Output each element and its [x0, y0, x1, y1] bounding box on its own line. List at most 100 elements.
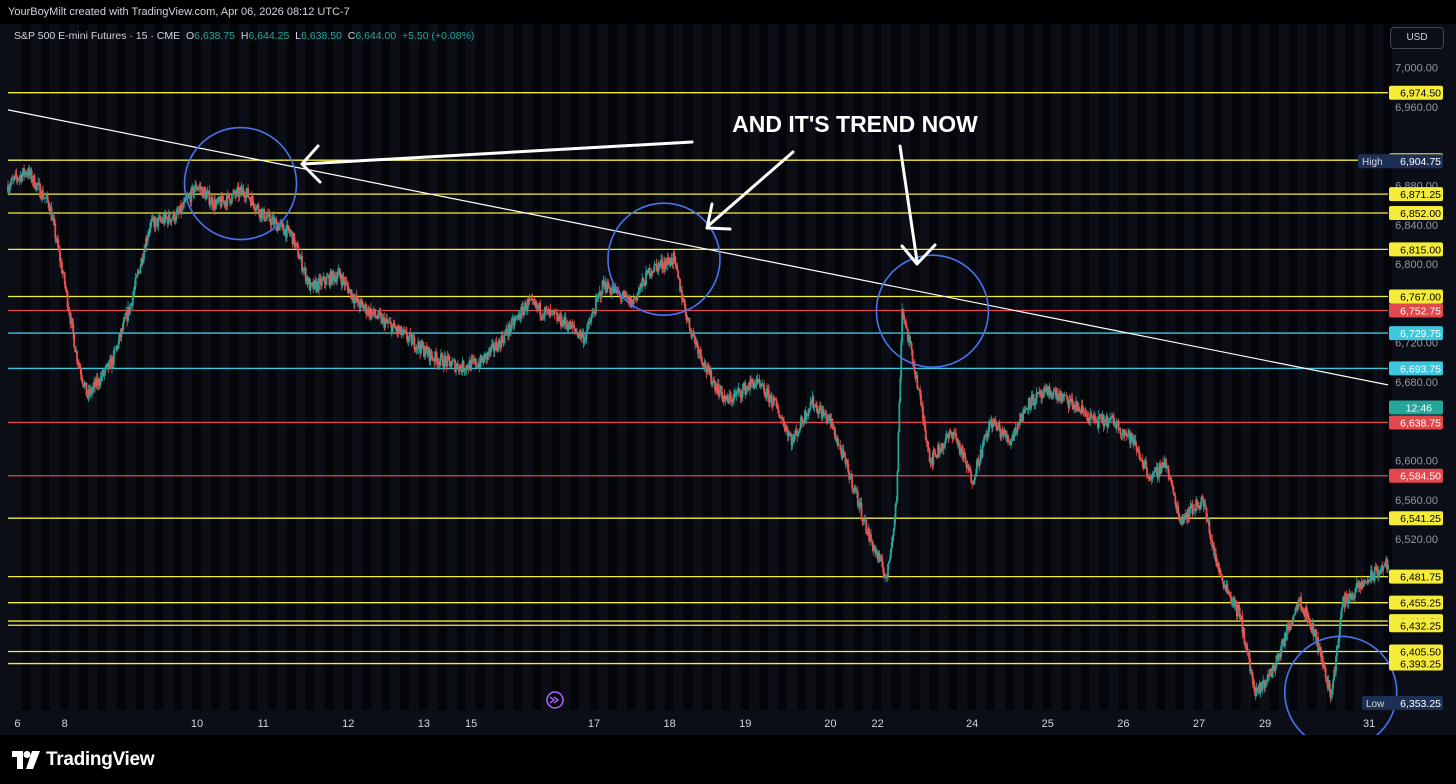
candle-body	[140, 258, 143, 267]
highlight-circle	[183, 126, 298, 241]
candle-body	[1024, 409, 1026, 413]
candle-body	[1087, 416, 1090, 423]
candle-body	[829, 415, 832, 424]
candle-body	[609, 287, 611, 293]
candle-body	[605, 289, 608, 293]
candle-body	[1083, 412, 1086, 413]
candle-body	[360, 300, 363, 302]
candle-body	[792, 437, 795, 441]
candle-body	[1337, 646, 1339, 648]
candle-body	[336, 276, 338, 282]
candle-body	[727, 399, 730, 404]
candle-body	[333, 274, 335, 282]
candle-body	[1131, 438, 1134, 442]
candle-body	[1351, 593, 1353, 599]
candle-body	[49, 207, 52, 212]
candle-body	[595, 298, 598, 299]
candle-body	[277, 224, 280, 231]
candle-body	[788, 433, 791, 435]
session-band	[267, 24, 277, 710]
candle-body	[676, 265, 679, 271]
candle-body	[305, 277, 308, 282]
candle-body	[583, 339, 586, 344]
session-band	[740, 24, 750, 710]
candle-body	[1092, 416, 1094, 418]
candle-body	[867, 528, 870, 534]
tradingview-logo[interactable]: TradingView	[12, 749, 155, 771]
candle-body	[422, 345, 425, 357]
candle-body	[189, 195, 192, 203]
candle-body	[423, 354, 426, 357]
candle-body	[213, 199, 215, 208]
candle-body	[1234, 601, 1237, 605]
candle-body	[811, 396, 814, 405]
level-price-tag: 6,541.25	[1400, 513, 1441, 525]
candle-body	[1316, 637, 1319, 642]
candle-body	[789, 434, 792, 437]
session-band	[362, 24, 372, 710]
candle-body	[1013, 427, 1016, 436]
price-chart[interactable]: 7,000.006,960.006,880.006,840.006,800.00…	[0, 24, 1456, 735]
replay-icon[interactable]	[546, 691, 564, 709]
candle-body	[1178, 512, 1181, 521]
candle-body	[487, 352, 490, 356]
candle-body	[1375, 567, 1378, 571]
annotation-text: AND IT'S TREND NOW	[732, 111, 978, 137]
candle-body	[405, 331, 408, 340]
candle-body	[565, 323, 568, 326]
candle-body	[973, 480, 975, 485]
candle-body	[622, 291, 625, 297]
candle-body	[400, 326, 403, 336]
candle-body	[338, 268, 341, 276]
candle-body	[275, 219, 278, 231]
candle-body	[198, 187, 200, 189]
horizontal-levels[interactable]	[8, 92, 1388, 665]
candle-body	[1292, 615, 1295, 623]
candle-body	[167, 213, 170, 224]
candle-body	[1385, 558, 1388, 565]
candle-body	[82, 383, 85, 387]
candle-body	[231, 194, 233, 203]
candle-body	[433, 359, 436, 362]
annotation-arrows[interactable]: AND IT'S TREND NOW	[300, 111, 978, 266]
candle-body	[22, 168, 25, 175]
candle-body	[485, 353, 488, 360]
candle-body	[909, 342, 912, 344]
candle-body	[876, 552, 879, 560]
candle-body	[641, 278, 644, 288]
candle-body	[769, 395, 772, 397]
candle-body	[903, 314, 905, 321]
candle-body	[648, 268, 651, 277]
candle-body	[214, 199, 216, 209]
trendline[interactable]	[7, 109, 1389, 386]
candle-body	[646, 270, 648, 272]
candle-body	[1364, 581, 1367, 583]
candle-body	[375, 316, 378, 319]
candle-body	[1051, 397, 1054, 399]
candle-body	[278, 225, 281, 231]
candle-body	[256, 204, 259, 206]
candle-body	[31, 181, 34, 183]
candle-body	[635, 296, 638, 300]
currency-button[interactable]: USD	[1390, 27, 1444, 49]
candle-body	[507, 333, 509, 336]
candle-body	[599, 291, 602, 298]
candle-body	[363, 308, 366, 310]
highlight-circles[interactable]	[183, 126, 1398, 735]
candle-body	[353, 300, 355, 304]
candle-body	[971, 482, 974, 484]
candle-body	[782, 418, 784, 421]
candle-body	[312, 282, 315, 290]
candle-body	[653, 263, 656, 272]
candle-body	[956, 437, 958, 440]
candle-body	[1306, 614, 1309, 619]
candle-body	[1044, 390, 1047, 392]
candle-body	[751, 379, 754, 384]
candle-body	[109, 358, 111, 361]
candle-body	[975, 460, 978, 474]
candle-body	[1118, 429, 1121, 431]
candle-body	[1214, 553, 1216, 556]
candle-body	[1216, 562, 1218, 567]
candle-body	[172, 211, 175, 219]
session-band	[211, 24, 220, 710]
